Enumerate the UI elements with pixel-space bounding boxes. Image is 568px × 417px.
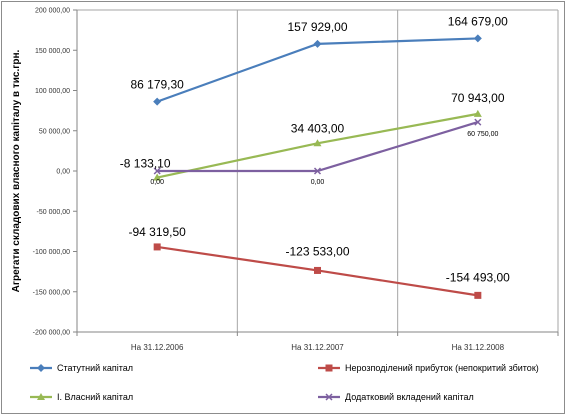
- data-label: -154 493,00: [446, 270, 510, 284]
- data-point-marker: [153, 97, 162, 106]
- series-line: [156, 37, 478, 103]
- data-point-marker: [313, 39, 322, 48]
- data-label: -8 133,10: [120, 157, 171, 171]
- data-label: 157 929,00: [287, 20, 347, 34]
- marker-stroke: [474, 118, 482, 126]
- data-point-marker: [473, 34, 482, 43]
- legend-entry: Статутний капітал: [30, 363, 133, 373]
- data-label: 60 750,00: [467, 131, 498, 138]
- y-axis-label: Агрегати складових власного капіталу в т…: [11, 49, 22, 292]
- data-label: 0,00: [150, 179, 164, 186]
- legend-entry: Нерозподілений прибуток (непокритий збит…: [318, 363, 539, 373]
- data-labels: 86 179,30 157 929,00 164 679,00 -94 319,50 -…: [120, 14, 510, 284]
- data-point-marker: [313, 167, 322, 175]
- data-point-marker: [474, 291, 482, 299]
- y-tick-label: 200 000,00: [35, 8, 70, 15]
- x-tick-label: На 31.12.2007: [291, 343, 344, 352]
- data-point-marker: [153, 243, 161, 251]
- data-label: 70 943,00: [451, 91, 505, 105]
- legend-label: Нерозподілений прибуток (непокритий збит…: [345, 363, 539, 373]
- legend: Статутний капітал Нерозподілений прибуток…: [30, 363, 539, 402]
- data-point-marker: [37, 393, 45, 400]
- y-tick-label: 150 000,00: [35, 48, 70, 55]
- marker-stroke: [153, 167, 161, 175]
- data-point-marker: [473, 109, 482, 117]
- y-tick-label: -200 000,00: [33, 330, 70, 337]
- data-label: 86 179,30: [130, 78, 184, 92]
- data-point-marker: [325, 393, 333, 401]
- marker-stroke: [325, 393, 333, 401]
- data-point-marker: [153, 173, 162, 181]
- data-point-marker: [474, 118, 482, 126]
- data-label: 34 403,00: [291, 121, 345, 135]
- data-point-marker: [153, 167, 161, 175]
- legend-label: І. Власний капітал: [57, 392, 133, 402]
- y-tick-label: 50 000,00: [39, 128, 70, 135]
- legend-label: Додатковий вкладений капітал: [345, 392, 474, 402]
- data-label: 164 679,00: [448, 14, 508, 28]
- data-point-marker: [325, 364, 333, 372]
- data-label: -123 533,00: [285, 244, 349, 258]
- y-tick-label: -100 000,00: [33, 249, 70, 256]
- axes: 200 000,00 150 000,00 100 000,00 50 000,00 0…: [33, 8, 559, 352]
- y-tick-label: -50 000,00: [37, 209, 71, 216]
- y-tick-label: 0,00: [56, 169, 70, 176]
- x-tick-label: На 31.12.2006: [131, 343, 184, 352]
- y-tick-label: -150 000,00: [33, 289, 70, 296]
- legend-entry: І. Власний капітал: [30, 392, 133, 402]
- data-label: 0,00: [311, 179, 325, 186]
- series: [153, 34, 482, 299]
- x-tick-label: На 31.12.2008: [452, 343, 505, 352]
- data-point-marker: [37, 364, 45, 372]
- data-label: -94 319,50: [128, 225, 186, 239]
- marker-stroke: [313, 167, 322, 175]
- y-tick-label: 100 000,00: [35, 88, 70, 95]
- data-point-marker: [314, 266, 321, 274]
- data-point-marker: [313, 139, 322, 147]
- legend-entry: Додатковий вкладений капітал: [318, 392, 474, 402]
- legend-label: Статутний капітал: [57, 363, 133, 373]
